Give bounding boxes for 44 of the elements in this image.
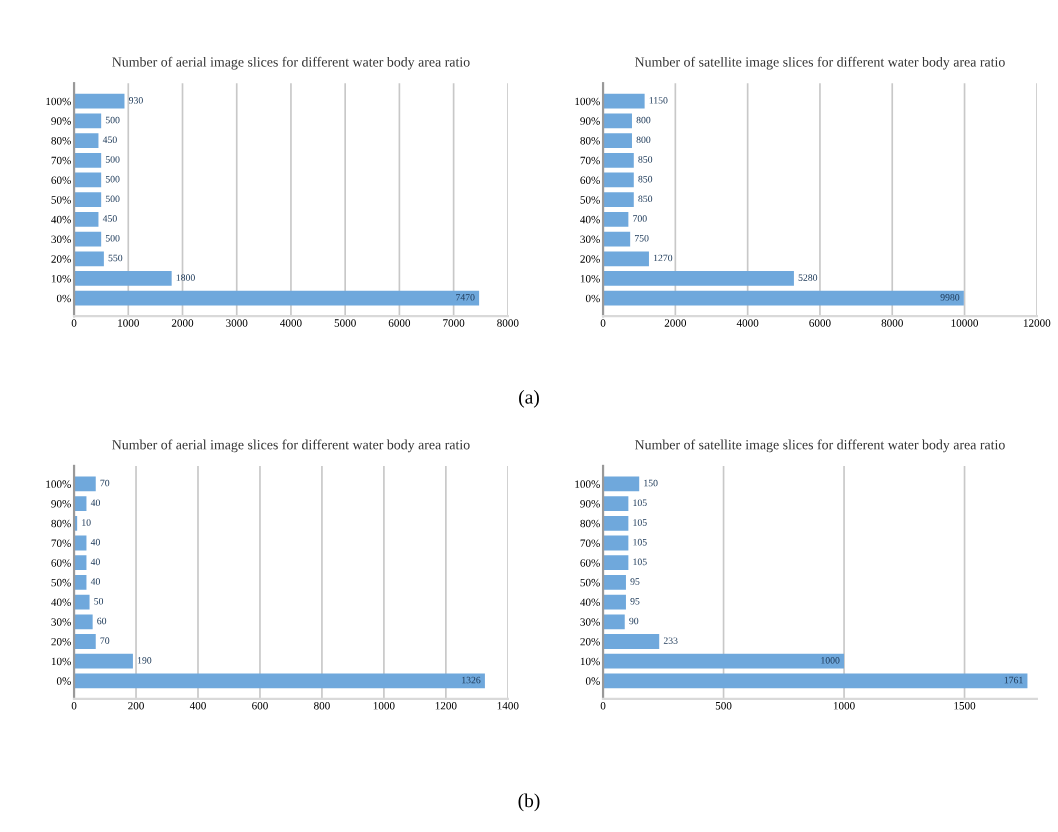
bar [603, 211, 629, 227]
bar [74, 575, 87, 590]
bar [74, 653, 133, 669]
bar [603, 634, 660, 649]
bar [603, 290, 964, 306]
bar [603, 653, 845, 669]
bar [603, 152, 634, 168]
bar [74, 290, 480, 306]
bar [74, 271, 172, 286]
text: (a) [519, 390, 539, 408]
bar [603, 575, 626, 590]
bar [603, 172, 634, 188]
bar [603, 594, 626, 610]
bar [74, 634, 96, 649]
bar [603, 251, 649, 267]
bar [74, 93, 125, 109]
bar [603, 192, 634, 208]
bar [74, 113, 102, 129]
bar [74, 594, 90, 610]
bar [74, 251, 104, 267]
bar [74, 192, 102, 208]
bar [74, 172, 102, 188]
bar [74, 673, 485, 689]
bar [74, 211, 99, 227]
bar [603, 113, 632, 129]
bar [603, 535, 629, 551]
bar [603, 476, 640, 492]
bar [603, 231, 631, 247]
bar [603, 515, 629, 531]
bar [603, 555, 629, 571]
bar [74, 614, 93, 630]
bar [74, 476, 96, 492]
bar [74, 152, 102, 168]
bar [74, 496, 87, 511]
bar [603, 271, 794, 286]
bar [74, 231, 102, 247]
bar [74, 555, 87, 571]
bar [603, 133, 632, 148]
bar [603, 93, 645, 109]
bar [603, 673, 1028, 689]
bar [603, 614, 625, 630]
text: (b) [518, 793, 540, 812]
bar [603, 496, 629, 511]
bar [74, 133, 99, 148]
